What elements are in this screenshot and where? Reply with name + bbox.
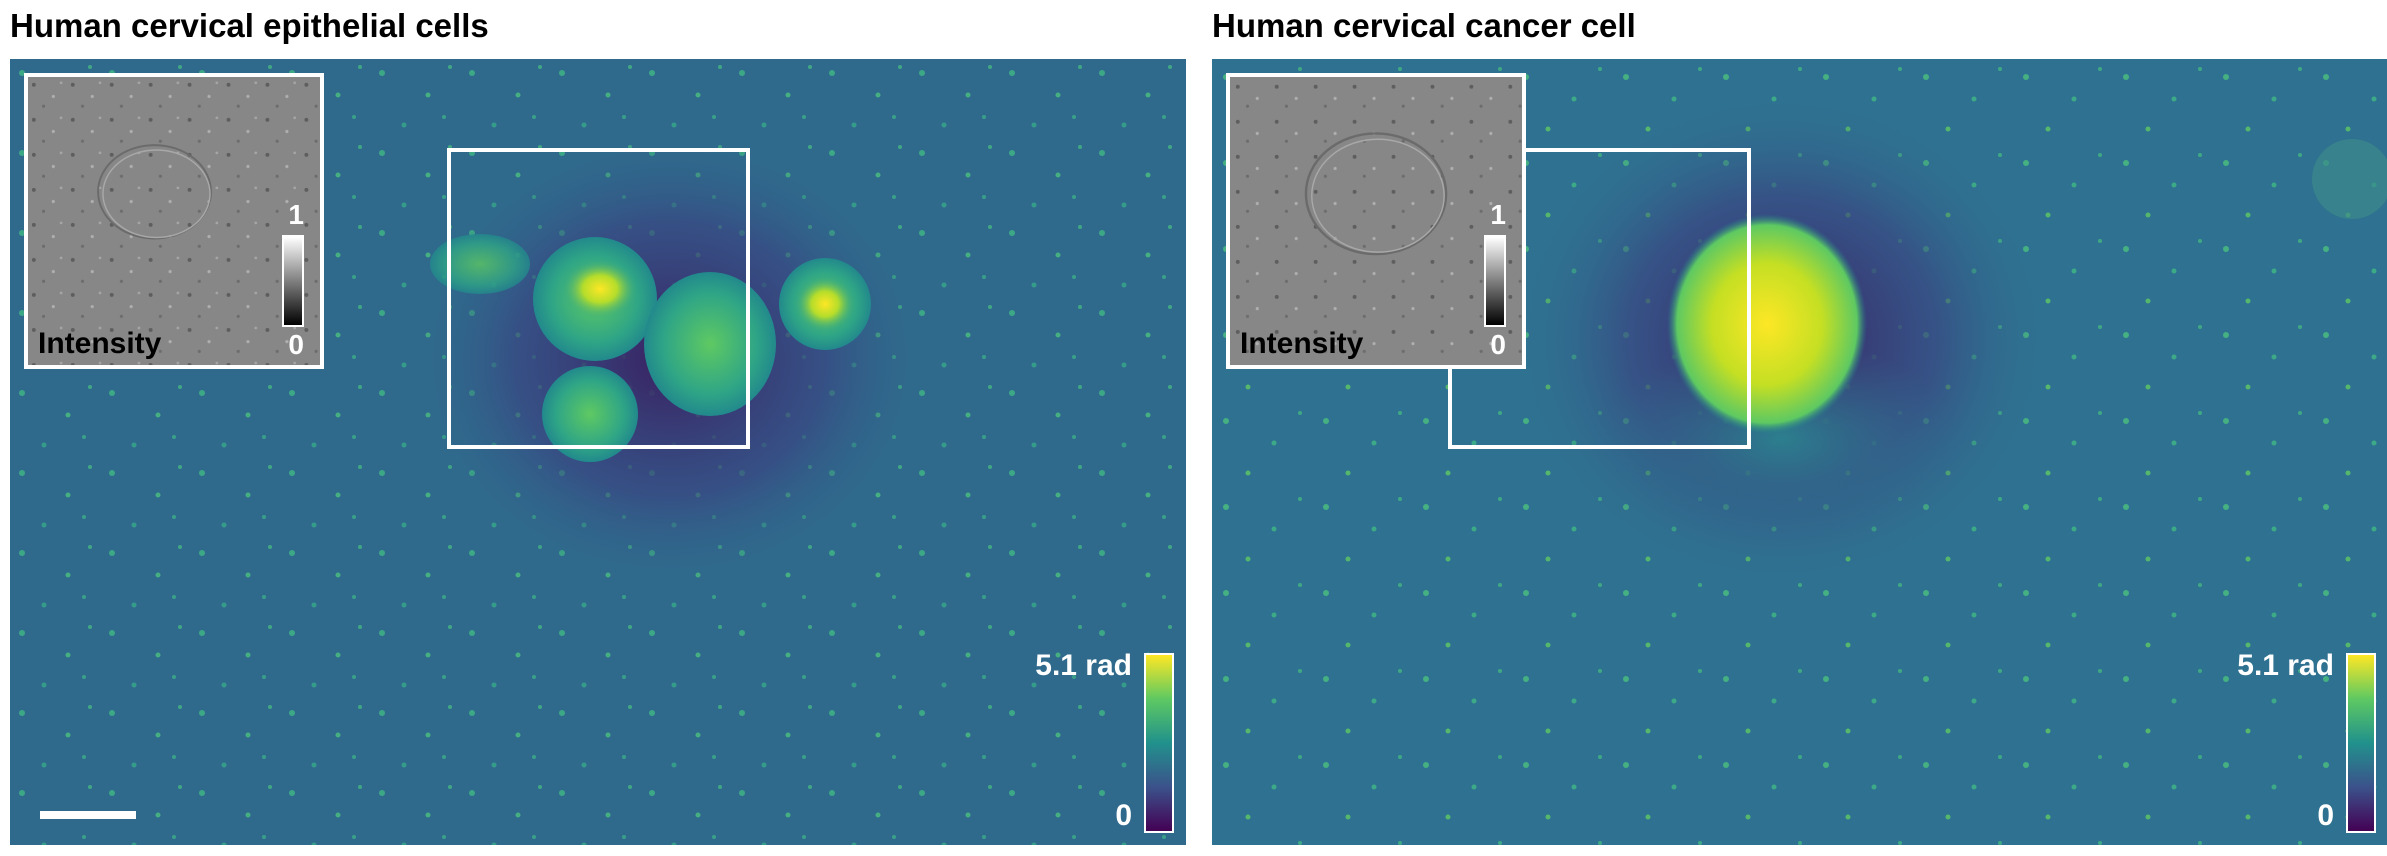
- inset-label: Intensity: [1240, 327, 1364, 360]
- intensity-inset: 1 0 Intensity: [24, 73, 324, 369]
- phase-image: 1 0 Intensity 5.1 rad 0: [10, 59, 1186, 845]
- scale-bar: [40, 811, 136, 819]
- phase-colorbar: [2346, 653, 2376, 833]
- inset-colorbar: [282, 235, 304, 327]
- panel-epithelial: Human cervical epithelial cells: [0, 0, 1186, 856]
- inset-colorbar-max: 1: [1490, 199, 1506, 230]
- phase-map-background: [1212, 59, 2387, 845]
- inset-colorbar: [1484, 235, 1506, 327]
- inset-colorbar-min: 0: [1490, 329, 1506, 360]
- panel-title: Human cervical cancer cell: [1212, 7, 1636, 44]
- intensity-image: [1230, 77, 1522, 365]
- panel-cancer: Human cervical cancer cell: [1202, 0, 2387, 856]
- phase-image: 1 0 Intensity 5.1 rad 0: [1212, 59, 2387, 845]
- panel-title: Human cervical epithelial cells: [10, 7, 489, 44]
- inset-colorbar-max: 1: [288, 199, 304, 230]
- roi-box: [447, 148, 750, 449]
- phase-colorbar-min: 0: [1115, 799, 1132, 832]
- phase-colorbar: [1144, 653, 1174, 833]
- inset-colorbar-min: 0: [288, 329, 304, 360]
- phase-colorbar-min: 0: [2317, 799, 2334, 832]
- inset-label: Intensity: [38, 327, 162, 360]
- phase-colorbar-max: 5.1 rad: [1035, 649, 1132, 682]
- intensity-image: [28, 77, 320, 365]
- phase-colorbar-max: 5.1 rad: [2237, 649, 2334, 682]
- intensity-inset: 1 0 Intensity: [1226, 73, 1526, 369]
